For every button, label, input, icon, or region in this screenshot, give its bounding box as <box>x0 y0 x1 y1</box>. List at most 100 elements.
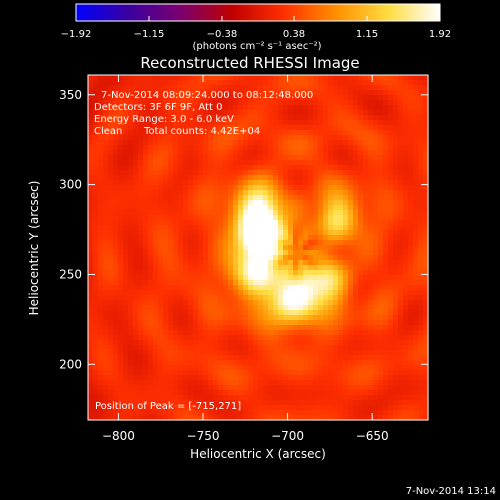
heatmap-cell <box>408 285 414 291</box>
heatmap-cell <box>128 305 134 311</box>
heatmap-cell <box>383 150 389 156</box>
heatmap-cell <box>168 95 174 101</box>
heatmap-cell <box>183 145 189 151</box>
heatmap-cell <box>193 220 199 226</box>
heatmap-cell <box>253 245 259 251</box>
heatmap-cell <box>298 220 304 226</box>
heatmap-cell <box>338 370 344 376</box>
heatmap-cell <box>323 210 329 216</box>
heatmap-cell <box>283 165 289 171</box>
heatmap-cell <box>98 205 104 211</box>
heatmap-cell <box>373 190 379 196</box>
heatmap-cell <box>103 325 109 331</box>
heatmap-cell <box>88 335 94 341</box>
heatmap-cell <box>323 370 329 376</box>
heatmap-cell <box>133 175 139 181</box>
heatmap-cell <box>403 320 409 326</box>
heatmap-cell <box>353 145 359 151</box>
heatmap-cell <box>123 335 129 341</box>
heatmap-cell <box>88 370 94 376</box>
heatmap-cell <box>383 80 389 86</box>
heatmap-cell <box>118 100 124 106</box>
heatmap-cell <box>358 260 364 266</box>
heatmap-cell <box>403 230 409 236</box>
heatmap-cell <box>328 190 334 196</box>
heatmap-cell <box>323 115 329 121</box>
heatmap-cell <box>313 365 319 371</box>
heatmap-cell <box>338 95 344 101</box>
heatmap-cell <box>98 220 104 226</box>
heatmap-cell <box>293 410 299 416</box>
heatmap-cell <box>103 350 109 356</box>
heatmap-cell <box>388 220 394 226</box>
heatmap-cell <box>168 90 174 96</box>
heatmap-cell <box>193 255 199 261</box>
heatmap-cell <box>363 290 369 296</box>
heatmap-cell <box>393 390 399 396</box>
heatmap-cell <box>358 400 364 406</box>
heatmap-cell <box>248 235 254 241</box>
heatmap-cell <box>303 415 309 421</box>
heatmap-cell <box>113 170 119 176</box>
heatmap-cell <box>88 410 94 416</box>
heatmap-cell <box>93 105 99 111</box>
heatmap-cell <box>128 95 134 101</box>
heatmap-cell <box>338 240 344 246</box>
heatmap-cell <box>333 170 339 176</box>
heatmap-cell <box>393 160 399 166</box>
heatmap-cell <box>253 350 259 356</box>
heatmap-cell <box>318 280 324 286</box>
heatmap-cell <box>418 360 424 366</box>
heatmap-cell <box>213 340 219 346</box>
heatmap-cell <box>138 170 144 176</box>
heatmap-cell <box>258 270 264 276</box>
heatmap-cell <box>338 375 344 381</box>
heatmap-cell <box>163 170 169 176</box>
heatmap-cell <box>223 360 229 366</box>
heatmap-cell <box>218 220 224 226</box>
heatmap-cell <box>413 225 419 231</box>
heatmap-cell <box>93 335 99 341</box>
heatmap-cell <box>143 170 149 176</box>
heatmap-cell <box>203 155 209 161</box>
heatmap-cell <box>408 135 414 141</box>
heatmap-cell <box>248 415 254 421</box>
heatmap-cell <box>288 205 294 211</box>
heatmap-cell <box>363 125 369 131</box>
heatmap-cell <box>268 405 274 411</box>
heatmap-cell <box>213 125 219 131</box>
heatmap-cell <box>298 295 304 301</box>
heatmap-cell <box>308 165 314 171</box>
heatmap-cell <box>303 210 309 216</box>
heatmap-cell <box>238 285 244 291</box>
heatmap-cell <box>293 115 299 121</box>
heatmap-cell <box>173 270 179 276</box>
heatmap-cell <box>363 140 369 146</box>
heatmap-cell <box>208 180 214 186</box>
heatmap-cell <box>328 270 334 276</box>
heatmap-cell <box>373 135 379 141</box>
heatmap-cell <box>393 105 399 111</box>
heatmap-cell <box>418 250 424 256</box>
heatmap-cell <box>213 350 219 356</box>
heatmap-cell <box>103 375 109 381</box>
heatmap-cell <box>238 395 244 401</box>
heatmap-cell <box>103 110 109 116</box>
heatmap-cell <box>253 115 259 121</box>
heatmap-cell <box>348 140 354 146</box>
heatmap-cell <box>423 145 429 151</box>
heatmap-cell <box>313 170 319 176</box>
heatmap-cell <box>143 210 149 216</box>
heatmap-cell <box>333 335 339 341</box>
heatmap-cell <box>328 80 334 86</box>
heatmap-cell <box>218 415 224 421</box>
heatmap-cell <box>373 320 379 326</box>
heatmap-cell <box>133 325 139 331</box>
heatmap-cell <box>208 345 214 351</box>
heatmap-cell <box>398 180 404 186</box>
heatmap-cell <box>133 145 139 151</box>
heatmap-cell <box>223 335 229 341</box>
heatmap-cell <box>128 190 134 196</box>
heatmap-cell <box>418 400 424 406</box>
heatmap-cell <box>153 310 159 316</box>
